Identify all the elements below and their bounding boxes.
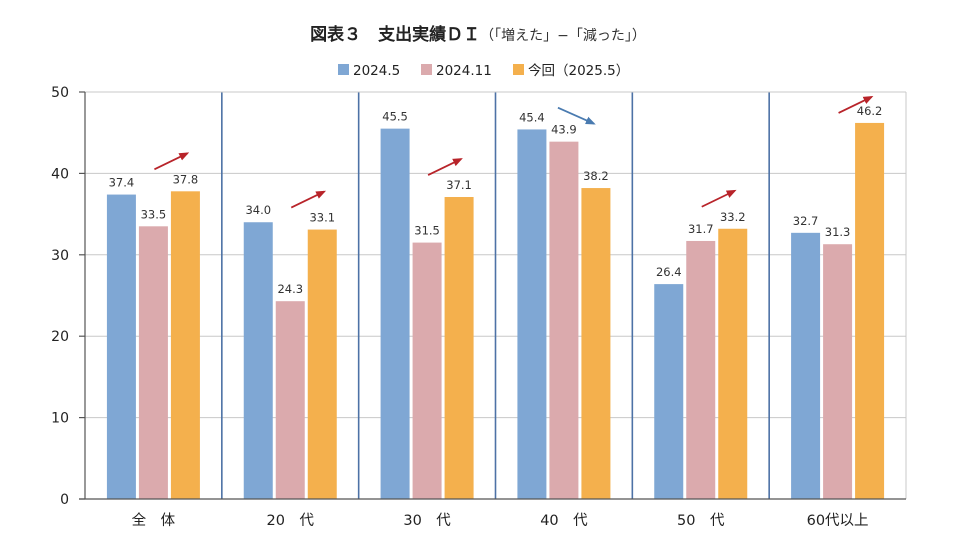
x-category-label: 50 代 bbox=[677, 512, 725, 529]
y-tick-label: 40 bbox=[51, 166, 69, 182]
data-label: 38.2 bbox=[583, 169, 609, 183]
trend-arrow-up bbox=[427, 158, 463, 176]
bar bbox=[380, 128, 410, 499]
y-tick-label: 0 bbox=[60, 492, 69, 508]
bar bbox=[106, 194, 136, 499]
data-label: 37.1 bbox=[446, 178, 472, 192]
bar bbox=[170, 191, 200, 500]
trend-arrow-down bbox=[557, 106, 596, 125]
chart-title-line: 図表３ 支出実績ＤＩ（「増えた」−「減った」） bbox=[310, 24, 646, 45]
y-tick-label: 50 bbox=[51, 85, 69, 101]
chart-title: 図表３ 支出実績ＤＩ bbox=[310, 24, 480, 45]
data-label: 26.4 bbox=[656, 265, 682, 279]
trend-arrows bbox=[154, 96, 874, 209]
bar bbox=[718, 228, 748, 499]
legend-swatch-2024-5 bbox=[338, 64, 349, 75]
axes bbox=[79, 91, 906, 500]
chart-subtitle: （「増えた」−「減った」） bbox=[480, 27, 646, 44]
bar bbox=[823, 244, 853, 499]
bar bbox=[791, 232, 821, 499]
bar bbox=[654, 284, 684, 499]
x-category-label: 30 代 bbox=[403, 512, 451, 529]
data-label: 34.0 bbox=[245, 203, 271, 217]
data-label: 33.1 bbox=[309, 211, 335, 225]
data-label: 31.3 bbox=[825, 225, 851, 239]
legend-swatch-current bbox=[513, 64, 524, 75]
bar bbox=[686, 240, 716, 499]
y-tick-label: 30 bbox=[51, 248, 69, 264]
trend-arrow-up bbox=[290, 190, 327, 209]
trend-arrow-up bbox=[838, 96, 874, 114]
bar bbox=[581, 188, 611, 499]
category-dividers bbox=[85, 91, 907, 499]
data-labels: 37.4 33.5 37.8 34.0 24.3 33.1 45.5 31.5 37.1 45.4… bbox=[109, 104, 883, 296]
y-tick-label: 20 bbox=[51, 329, 69, 345]
bar bbox=[549, 141, 579, 500]
data-label: 33.5 bbox=[141, 207, 167, 221]
data-label: 46.2 bbox=[857, 104, 883, 118]
legend-label-2024-11: 2024.11 bbox=[436, 63, 492, 79]
data-label: 37.4 bbox=[109, 176, 135, 190]
data-label: 45.5 bbox=[382, 110, 408, 124]
bar bbox=[412, 242, 442, 499]
trend-arrow-up bbox=[701, 189, 737, 208]
bars bbox=[106, 122, 885, 500]
data-label: 45.4 bbox=[519, 110, 545, 124]
data-label: 31.7 bbox=[688, 222, 714, 236]
trend-arrow-up bbox=[154, 152, 190, 171]
legend-swatch-2024-11 bbox=[421, 64, 432, 75]
data-label: 43.9 bbox=[551, 123, 577, 137]
data-label: 37.8 bbox=[173, 172, 199, 186]
x-category-label: 60代以上 bbox=[807, 512, 869, 529]
legend-label-2024-5: 2024.5 bbox=[353, 63, 400, 79]
data-label: 24.3 bbox=[277, 282, 303, 296]
legend: 2024.5 2024.11 今回（2025.5） bbox=[338, 63, 629, 79]
bar bbox=[517, 129, 547, 499]
bar bbox=[275, 301, 305, 499]
y-tick-labels: 0 10 20 30 40 50 bbox=[51, 85, 69, 508]
data-label: 32.7 bbox=[793, 214, 819, 228]
data-label: 31.5 bbox=[414, 224, 440, 238]
bar bbox=[138, 226, 168, 499]
x-category-label: 全 体 bbox=[132, 511, 176, 529]
x-category-labels: 全 体 20 代 30 代 40 代 50 代 60代以上 bbox=[132, 511, 869, 529]
y-tick-label: 10 bbox=[51, 411, 69, 427]
x-category-label: 20 代 bbox=[267, 512, 315, 529]
bar bbox=[243, 222, 273, 500]
legend-label-current: 今回（2025.5） bbox=[528, 63, 629, 79]
bar bbox=[307, 229, 337, 500]
data-label: 33.2 bbox=[720, 210, 746, 224]
bar bbox=[444, 197, 474, 500]
bar bbox=[855, 122, 885, 499]
x-category-label: 40 代 bbox=[540, 512, 588, 529]
